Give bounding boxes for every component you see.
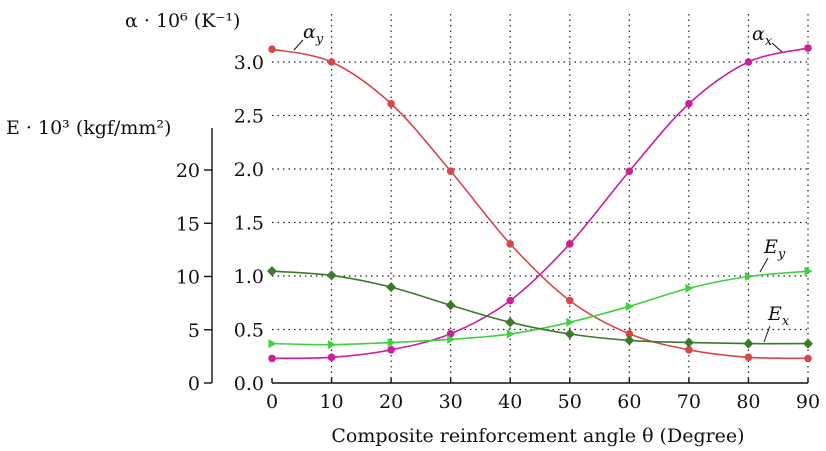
data-point-alpha-y [744, 353, 753, 362]
data-point-alpha-y [387, 99, 395, 108]
data-point-alpha-x [446, 329, 455, 338]
series-label-E-x: Ex [767, 303, 790, 329]
alpha-tick-label: 2.5 [234, 106, 264, 128]
data-point-E-y [625, 301, 634, 311]
data-point-alpha-y [565, 296, 574, 305]
series-line-E-x [271, 270, 809, 345]
data-point-E-x [624, 335, 635, 346]
x-axis-title: Composite reinforcement angle θ (Degree) [331, 425, 744, 447]
leader-line-alpha-x [771, 42, 783, 53]
series-label-alpha-y: αy [303, 21, 324, 47]
data-point-E-x [505, 317, 516, 328]
x-tick-label: 70 [677, 391, 701, 413]
modulus-tick-label: 15 [176, 213, 200, 235]
x-tick-label: 30 [439, 391, 463, 413]
data-point-E-x [326, 270, 337, 281]
data-point-E-y [685, 283, 694, 293]
modulus-tick-label: 10 [176, 267, 200, 289]
data-point-alpha-x [268, 354, 276, 363]
data-point-alpha-y [804, 354, 812, 363]
data-point-alpha-y [268, 45, 276, 53]
data-point-E-x [743, 338, 754, 349]
data-point-E-x [386, 282, 397, 293]
data-point-alpha-y [506, 240, 515, 248]
data-point-alpha-x [744, 58, 753, 66]
data-point-alpha-y [446, 167, 455, 175]
data-point-E-x [564, 329, 575, 340]
data-point-E-y [744, 272, 753, 281]
modulus-tick-label: 5 [188, 320, 200, 342]
series-label-E-y: Ey [763, 236, 786, 262]
data-point-alpha-x [804, 44, 812, 52]
x-tick-label: 90 [796, 391, 820, 413]
x-tick-label: 10 [319, 391, 343, 413]
leader-line-alpha-y [293, 39, 304, 51]
modulus-axis-title: E · 10³ (kgf/mm²) [6, 117, 171, 139]
data-point-E-x [803, 338, 813, 349]
alpha-tick-label: 1.5 [234, 213, 264, 235]
data-point-alpha-y [685, 346, 693, 354]
series-line-E-y [271, 270, 809, 346]
data-point-alpha-y [625, 329, 634, 338]
data-point-E-x [683, 337, 694, 348]
x-tick-label: 20 [379, 391, 403, 413]
alpha-tick-label: 3.0 [234, 52, 264, 74]
data-point-alpha-x [506, 296, 515, 305]
alpha-axis-title: α · 10⁶ (K⁻¹) [125, 10, 240, 32]
data-point-E-y [268, 339, 277, 349]
series-line-alpha-y [271, 48, 809, 360]
series-layer [267, 44, 813, 363]
x-tick-label: 60 [617, 391, 641, 413]
label-layer: αy αx Ey Ex [293, 21, 790, 343]
x-tick-label: 40 [498, 391, 522, 413]
modulus-tick-label: 20 [176, 160, 200, 182]
alpha-tick-label: 2.0 [234, 159, 264, 181]
data-point-alpha-x [565, 240, 574, 248]
series-line-alpha-x [271, 47, 809, 360]
data-point-E-y [566, 317, 575, 327]
data-point-E-y [506, 329, 515, 339]
leader-line-E-y [759, 257, 769, 273]
data-point-alpha-x [685, 99, 693, 108]
alpha-tick-label: 1.0 [234, 266, 264, 288]
x-tick-label: 50 [558, 391, 582, 413]
data-point-E-x [267, 266, 277, 277]
data-point-E-y [447, 334, 456, 344]
x-tick-label: 80 [736, 391, 760, 413]
series-label-alpha-x: αx [752, 23, 773, 49]
leader-line-E-x [763, 325, 771, 343]
modulus-tick-label: 0 [188, 373, 200, 395]
alpha-tick-label: 0.0 [234, 373, 264, 395]
data-point-alpha-y [327, 58, 336, 66]
data-point-alpha-x [625, 167, 634, 175]
data-point-E-y [328, 340, 337, 350]
x-tick-label: 0 [266, 391, 278, 413]
axis-layer: 0 10 20 30 40 50 60 70 80 900.00.51.01.52.02.53.0… [176, 52, 820, 413]
data-point-E-y [387, 338, 396, 348]
grid-layer [272, 14, 809, 383]
data-point-alpha-x [327, 353, 336, 362]
data-point-E-x [445, 300, 456, 311]
alpha-tick-label: 0.5 [234, 320, 264, 342]
data-point-alpha-x [387, 346, 395, 354]
data-point-E-y [804, 266, 813, 276]
